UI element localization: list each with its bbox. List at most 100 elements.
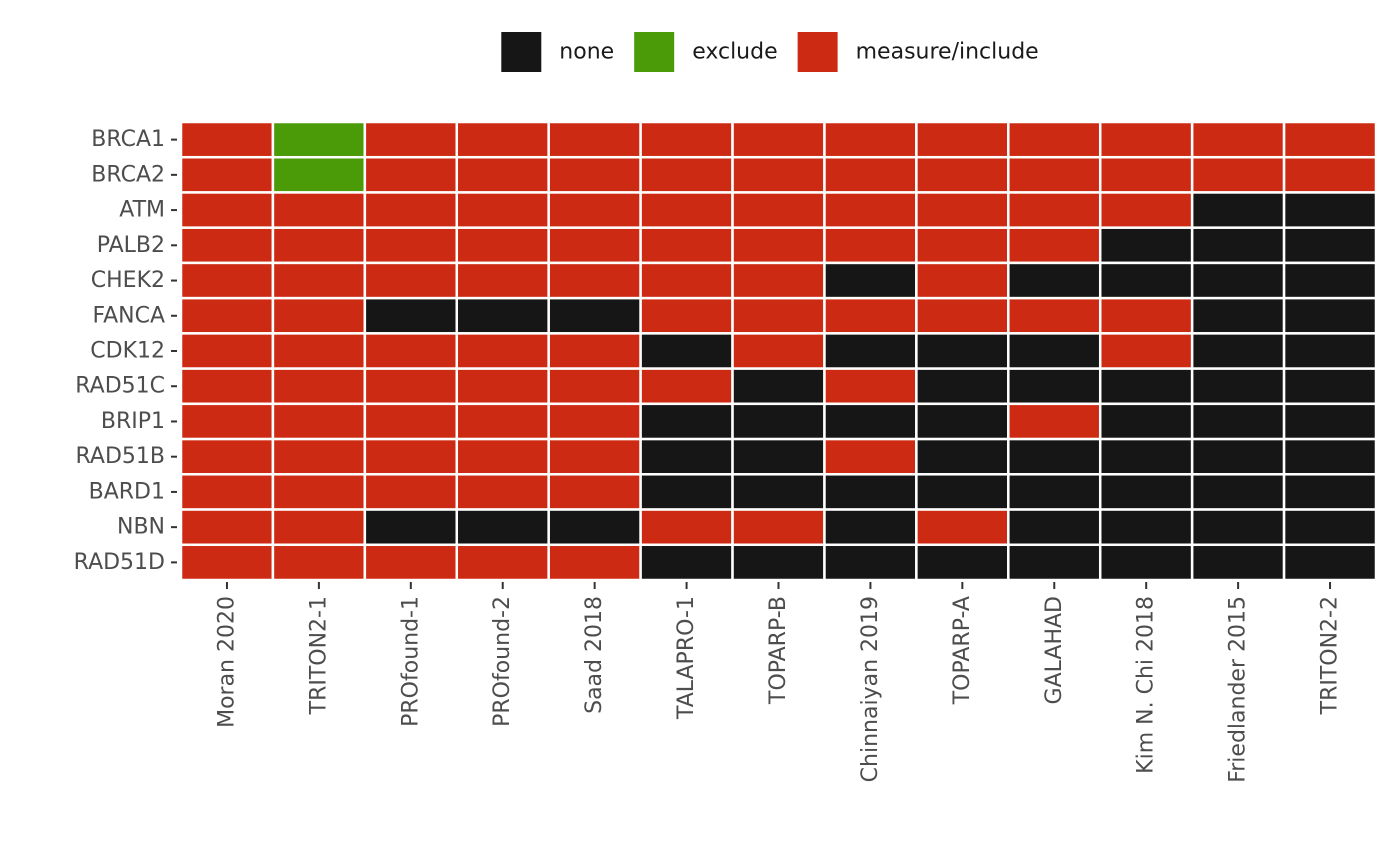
tile-palb2-saad-2018 — [547, 226, 642, 265]
tile-fanca-toparp-a — [915, 296, 1010, 335]
tile-rad51c-talapro-1 — [639, 367, 734, 406]
tile-palb2-profound-1 — [363, 226, 459, 265]
tile-rad51b-moran-2020 — [179, 437, 275, 476]
tile-fanca-profound-2 — [455, 296, 550, 335]
tile-rad51d-galahad — [1007, 543, 1102, 582]
tile-nbn-triton2-2 — [1282, 508, 1378, 547]
tile-fanca-toparp-b — [731, 296, 826, 335]
tile-nbn-chinnaiyan-2019 — [823, 508, 918, 547]
tile-bard1-talapro-1 — [639, 473, 734, 511]
tile-nbn-triton2-1 — [271, 508, 367, 547]
tile-rad51c-toparp-b — [731, 367, 826, 406]
tile-chek2-profound-2 — [455, 261, 550, 300]
tile-brca1-toparp-b — [731, 120, 826, 159]
tile-brca2-chinnaiyan-2019 — [823, 155, 918, 194]
tile-rad51c-triton2-1 — [271, 367, 367, 406]
tile-chek2-profound-1 — [363, 261, 459, 300]
tile-palb2-chinnaiyan-2019 — [823, 226, 918, 265]
tile-rad51c-friedlander-2015 — [1190, 367, 1286, 406]
tile-nbn-talapro-1 — [639, 508, 734, 547]
tile-rad51c-chinnaiyan-2019 — [823, 367, 918, 406]
x-tick-label: TOPARP-B — [766, 596, 791, 705]
tile-rad51b-chinnaiyan-2019 — [823, 437, 918, 476]
tile-cdk12-triton2-1 — [271, 332, 367, 370]
tile-atm-profound-1 — [363, 191, 459, 229]
y-tick-label: CDK12 — [90, 339, 165, 364]
tile-nbn-profound-2 — [455, 508, 550, 547]
tile-rad51d-triton2-1 — [271, 543, 367, 582]
legend-key-measure-include — [797, 32, 838, 72]
tile-brca2-triton2-2 — [1282, 155, 1378, 194]
tile-bard1-chinnaiyan-2019 — [823, 473, 918, 511]
x-tick-label: TOPARP-A — [950, 596, 975, 705]
tile-fanca-galahad — [1007, 296, 1102, 335]
tile-rad51b-toparp-a — [915, 437, 1010, 476]
y-tick-label: ATM — [119, 198, 165, 223]
tile-atm-toparp-b — [731, 191, 826, 229]
tile-rad51d-profound-2 — [455, 543, 550, 582]
tile-fanca-chinnaiyan-2019 — [823, 296, 918, 335]
tile-brca2-profound-2 — [455, 155, 550, 194]
tile-brip1-triton2-2 — [1282, 402, 1378, 441]
legend-key-none — [501, 32, 542, 72]
tile-bard1-moran-2020 — [179, 473, 275, 511]
legend: none exclude measure/include — [501, 32, 1039, 72]
tile-brca2-galahad — [1007, 155, 1102, 194]
tile-bard1-galahad — [1007, 473, 1102, 511]
tile-atm-toparp-a — [915, 191, 1010, 229]
tile-brca1-moran-2020 — [179, 120, 275, 159]
tile-chek2-triton2-2 — [1282, 261, 1378, 300]
tile-atm-chinnaiyan-2019 — [823, 191, 918, 229]
tile-bard1-friedlander-2015 — [1190, 473, 1286, 511]
tile-brca1-galahad — [1007, 120, 1102, 159]
tile-palb2-kim-n-chi-2018 — [1098, 226, 1194, 265]
tile-fanca-talapro-1 — [639, 296, 734, 335]
tile-chek2-saad-2018 — [547, 261, 642, 300]
tile-rad51d-triton2-2 — [1282, 543, 1378, 582]
tile-cdk12-profound-1 — [363, 332, 459, 370]
tile-palb2-triton2-2 — [1282, 226, 1378, 265]
tile-cdk12-profound-2 — [455, 332, 550, 370]
tile-rad51b-kim-n-chi-2018 — [1098, 437, 1194, 476]
tile-rad51d-chinnaiyan-2019 — [823, 543, 918, 582]
tile-atm-talapro-1 — [639, 191, 734, 229]
tile-rad51b-profound-1 — [363, 437, 459, 476]
tile-fanca-triton2-1 — [271, 296, 367, 335]
tile-fanca-moran-2020 — [179, 296, 275, 335]
tile-brca2-profound-1 — [363, 155, 459, 194]
y-tick-label: RAD51C — [75, 374, 165, 399]
tile-brca2-triton2-1 — [271, 155, 367, 194]
legend-label-measure-include: measure/include — [856, 40, 1039, 65]
x-tick-label: GALAHAD — [1042, 596, 1067, 704]
tile-rad51c-moran-2020 — [179, 367, 275, 406]
tile-brca1-triton2-2 — [1282, 120, 1378, 159]
y-tick-label: PALB2 — [97, 233, 165, 258]
tile-atm-profound-2 — [455, 191, 550, 229]
tile-rad51b-talapro-1 — [639, 437, 734, 476]
tile-atm-kim-n-chi-2018 — [1098, 191, 1194, 229]
tile-bard1-profound-1 — [363, 473, 459, 511]
x-tick-label: Moran 2020 — [214, 596, 239, 728]
tile-rad51d-moran-2020 — [179, 543, 275, 582]
tile-atm-friedlander-2015 — [1190, 191, 1286, 229]
tile-atm-triton2-2 — [1282, 191, 1378, 229]
y-axis: BRCA1 BRCA2 ATM PALB2 CHEK2 FANCA CDK12 RAD51C B… — [74, 127, 177, 575]
tile-brip1-profound-1 — [363, 402, 459, 441]
tile-bard1-toparp-a — [915, 473, 1010, 511]
legend-label-none: none — [559, 40, 614, 65]
tile-fanca-saad-2018 — [547, 296, 642, 335]
tile-rad51d-toparp-b — [731, 543, 826, 582]
tile-cdk12-chinnaiyan-2019 — [823, 332, 918, 370]
tile-bard1-toparp-b — [731, 473, 826, 511]
tile-brca2-friedlander-2015 — [1190, 155, 1286, 194]
tile-chek2-chinnaiyan-2019 — [823, 261, 918, 300]
tile-brip1-saad-2018 — [547, 402, 642, 441]
tile-chek2-friedlander-2015 — [1190, 261, 1286, 300]
tile-brca1-toparp-a — [915, 120, 1010, 159]
tile-rad51b-toparp-b — [731, 437, 826, 476]
tile-brca1-kim-n-chi-2018 — [1098, 120, 1194, 159]
x-tick-label: TRITON2-2 — [1318, 596, 1343, 715]
x-axis: Moran 2020 TRITON2-1 PROfound-1 PROfound-2 S… — [214, 582, 1343, 783]
tile-brca1-saad-2018 — [547, 120, 642, 159]
